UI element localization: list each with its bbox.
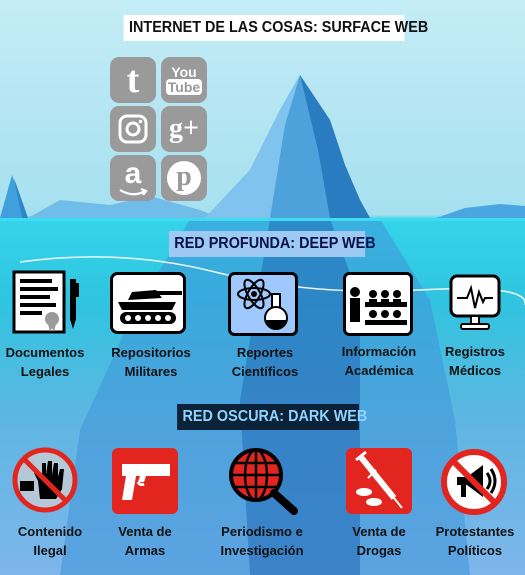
deep-item-science [228, 272, 298, 340]
gun-icon [112, 448, 178, 514]
google-plus-icon: g+ [161, 106, 207, 152]
globe-magnifier-icon [229, 448, 298, 515]
dark-label-drugs: Venta de Drogas [352, 524, 406, 558]
dark-item-illegal [12, 447, 78, 517]
instagram-icon [110, 106, 156, 152]
deep-label-medical: Registros Médicos [445, 344, 505, 378]
medical-monitor-icon [449, 274, 501, 330]
tank-icon [110, 272, 186, 334]
deep-label-legal-documents: Documentos Legales [5, 345, 85, 379]
classroom-icon [343, 272, 413, 336]
deep-item-medical [449, 274, 501, 336]
dark-label-illegal: Contenido Ilegal [17, 524, 83, 558]
dark-label-journalism: Periodismo e Investigación [220, 524, 304, 558]
legal-document-icon [12, 270, 79, 334]
syringe-pills-icon [346, 448, 412, 514]
tumblr-icon: t [110, 57, 156, 103]
deep-item-academic [343, 272, 413, 340]
deep-item-legal-documents [12, 269, 82, 341]
amazon-icon: a [110, 155, 156, 201]
dark-web-banner: RED OSCURA: DARK WEB [177, 404, 367, 430]
dark-item-protest [441, 449, 507, 519]
stop-hand-icon [12, 447, 78, 513]
low-ice-left [28, 196, 220, 218]
deep-item-military [110, 272, 186, 338]
youtube-icon: You Tube [161, 57, 207, 103]
deep-label-science: Reportes Científicos [231, 345, 299, 379]
deep-web-banner: RED PROFUNDA: DEEP WEB [168, 231, 376, 257]
dark-label-protest: Protestantes Políticos [435, 524, 515, 558]
no-megaphone-icon [441, 449, 507, 515]
dark-item-weapons [112, 448, 178, 518]
pinterest-icon: p [161, 155, 207, 201]
dark-item-journalism [228, 447, 300, 519]
deep-label-military: Repositorios Militares [111, 345, 191, 379]
dark-label-weapons: Venta de Armas [118, 524, 172, 558]
low-ice-right [436, 204, 525, 218]
dark-item-drugs [346, 448, 412, 518]
surface-web-banner: INTERNET DE LAS COSAS: SURFACE WEB [123, 15, 428, 41]
science-icon [228, 272, 298, 336]
deep-label-academic: Información Académica [341, 344, 417, 378]
